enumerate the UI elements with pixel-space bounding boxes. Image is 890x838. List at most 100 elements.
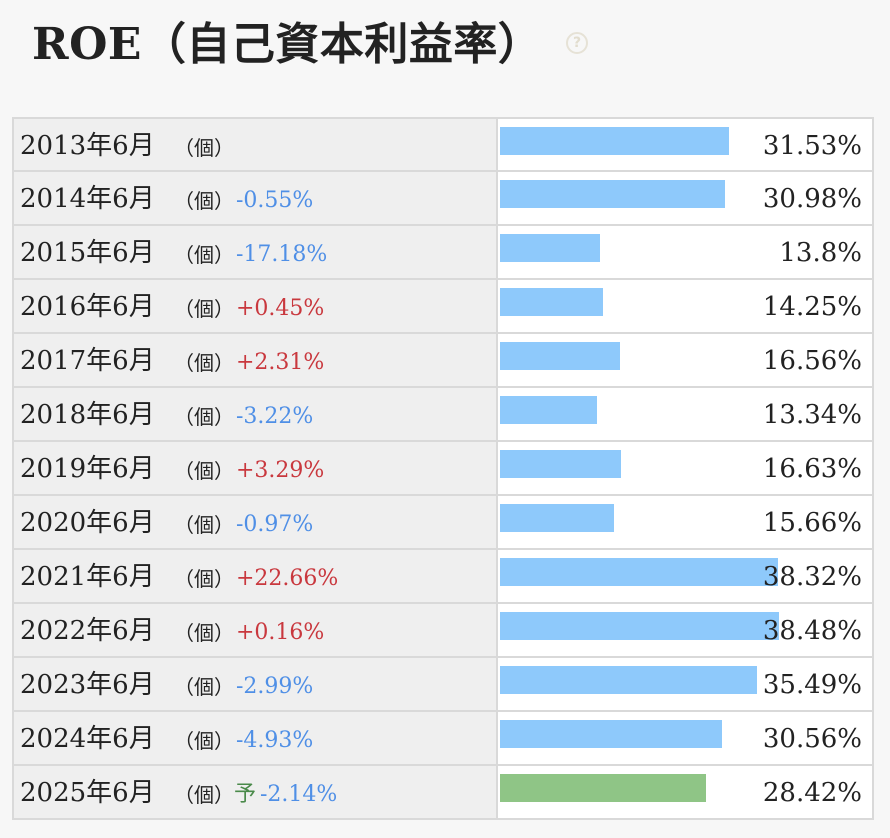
unit-label: （個）: [174, 567, 234, 591]
change-label: +22.66%: [236, 566, 339, 591]
table-row: 2019年6月 （個） +3.29% 16.63%: [12, 442, 874, 496]
table-row: 2021年6月 （個） +22.66% 38.32%: [12, 550, 874, 604]
period-cell: 2019年6月 （個） +3.29%: [12, 442, 498, 494]
period-label: 2023年6月: [20, 670, 155, 700]
table-row: 2017年6月 （個） +2.31% 16.56%: [12, 334, 874, 388]
unit-label: （個）: [174, 405, 234, 429]
roe-value: 30.98%: [762, 184, 862, 214]
value-cell: 13.8%: [498, 226, 874, 278]
roe-value: 13.8%: [779, 238, 862, 268]
unit-label: （個）: [174, 783, 234, 807]
change-label: +0.45%: [236, 296, 325, 321]
roe-value: 16.63%: [762, 454, 862, 484]
roe-bar: [500, 234, 600, 262]
value-cell: 38.32%: [498, 550, 874, 602]
value-cell: 13.34%: [498, 388, 874, 440]
value-cell: 28.42%: [498, 766, 874, 818]
table-row: 2020年6月 （個） -0.97% 15.66%: [12, 496, 874, 550]
period-label: 2014年6月: [20, 184, 155, 214]
question-icon[interactable]: ?: [566, 32, 588, 54]
roe-bar: [500, 288, 603, 316]
value-cell: 14.25%: [498, 280, 874, 332]
unit-label: （個）: [174, 729, 234, 753]
change-label: +2.31%: [236, 350, 325, 375]
roe-bar: [500, 450, 621, 478]
roe-bar: [500, 558, 778, 586]
value-cell: 30.98%: [498, 172, 874, 224]
change-label: +3.29%: [236, 458, 325, 483]
roe-value: 28.42%: [762, 778, 862, 808]
unit-label: （個）: [174, 136, 234, 160]
table-row: 2015年6月 （個） -17.18% 13.8%: [12, 226, 874, 280]
change-label: -0.55%: [236, 188, 314, 213]
change-label: -17.18%: [236, 242, 328, 267]
roe-value: 38.48%: [762, 616, 862, 646]
table-row: 2014年6月 （個） -0.55% 30.98%: [12, 172, 874, 226]
roe-value: 13.34%: [762, 400, 862, 430]
period-label: 2019年6月: [20, 454, 155, 484]
change-label: -4.93%: [236, 728, 314, 753]
value-cell: 16.56%: [498, 334, 874, 386]
roe-value: 38.32%: [762, 562, 862, 592]
roe-bar: [500, 396, 597, 424]
change-label: -3.22%: [236, 404, 314, 429]
value-cell: 15.66%: [498, 496, 874, 548]
period-cell: 2023年6月 （個） -2.99%: [12, 658, 498, 710]
period-cell: 2022年6月 （個） +0.16%: [12, 604, 498, 656]
unit-label: （個）: [174, 459, 234, 483]
period-label: 2015年6月: [20, 238, 155, 268]
roe-table: 2013年6月 （個） 31.53% 2014年6月 （個） -0.55% 30.98% 20…: [12, 117, 874, 820]
roe-value: 14.25%: [762, 292, 862, 322]
table-row: 2024年6月 （個） -4.93% 30.56%: [12, 712, 874, 766]
period-label: 2013年6月: [20, 131, 155, 161]
period-label: 2018年6月: [20, 400, 155, 430]
period-label: 2020年6月: [20, 508, 155, 538]
table-row: 2025年6月 （個）予 -2.14% 28.42%: [12, 766, 874, 820]
value-cell: 35.49%: [498, 658, 874, 710]
unit-label: （個）: [174, 675, 234, 699]
roe-value: 15.66%: [762, 508, 862, 538]
roe-value: 30.56%: [762, 724, 862, 754]
period-label: 2017年6月: [20, 346, 155, 376]
forecast-bar: [500, 774, 706, 802]
period-cell: 2013年6月 （個）: [12, 119, 498, 170]
unit-label: （個）: [174, 513, 234, 537]
change-label: +0.16%: [236, 620, 325, 645]
period-cell: 2017年6月 （個） +2.31%: [12, 334, 498, 386]
period-label: 2021年6月: [20, 562, 155, 592]
table-row: 2013年6月 （個） 31.53%: [12, 119, 874, 172]
roe-bar: [500, 612, 779, 640]
change-label: -2.14%: [260, 782, 338, 807]
unit-label: （個）: [174, 297, 234, 321]
roe-value: 16.56%: [762, 346, 862, 376]
table-row: 2022年6月 （個） +0.16% 38.48%: [12, 604, 874, 658]
roe-bar: [500, 720, 722, 748]
period-label: 2022年6月: [20, 616, 155, 646]
roe-bar: [500, 504, 614, 532]
roe-value: 35.49%: [762, 670, 862, 700]
unit-label: （個）: [174, 621, 234, 645]
period-cell: 2025年6月 （個）予 -2.14%: [12, 766, 498, 818]
roe-bar: [500, 180, 725, 208]
table-row: 2023年6月 （個） -2.99% 35.49%: [12, 658, 874, 712]
table-row: 2016年6月 （個） +0.45% 14.25%: [12, 280, 874, 334]
period-label: 2024年6月: [20, 724, 155, 754]
period-cell: 2016年6月 （個） +0.45%: [12, 280, 498, 332]
unit-label: （個）: [174, 189, 234, 213]
roe-value: 31.53%: [762, 131, 862, 161]
unit-label: （個）: [174, 351, 234, 375]
period-label: 2016年6月: [20, 292, 155, 322]
value-cell: 38.48%: [498, 604, 874, 656]
change-label: -0.97%: [236, 512, 314, 537]
period-cell: 2018年6月 （個） -3.22%: [12, 388, 498, 440]
period-cell: 2014年6月 （個） -0.55%: [12, 172, 498, 224]
period-cell: 2015年6月 （個） -17.18%: [12, 226, 498, 278]
value-cell: 30.56%: [498, 712, 874, 764]
period-cell: 2021年6月 （個） +22.66%: [12, 550, 498, 602]
change-label: -2.99%: [236, 674, 314, 699]
period-label: 2025年6月: [20, 778, 155, 808]
value-cell: 16.63%: [498, 442, 874, 494]
page-title: ROE（自己資本利益率）: [32, 19, 543, 70]
value-cell: 31.53%: [498, 119, 874, 170]
period-cell: 2024年6月 （個） -4.93%: [12, 712, 498, 764]
